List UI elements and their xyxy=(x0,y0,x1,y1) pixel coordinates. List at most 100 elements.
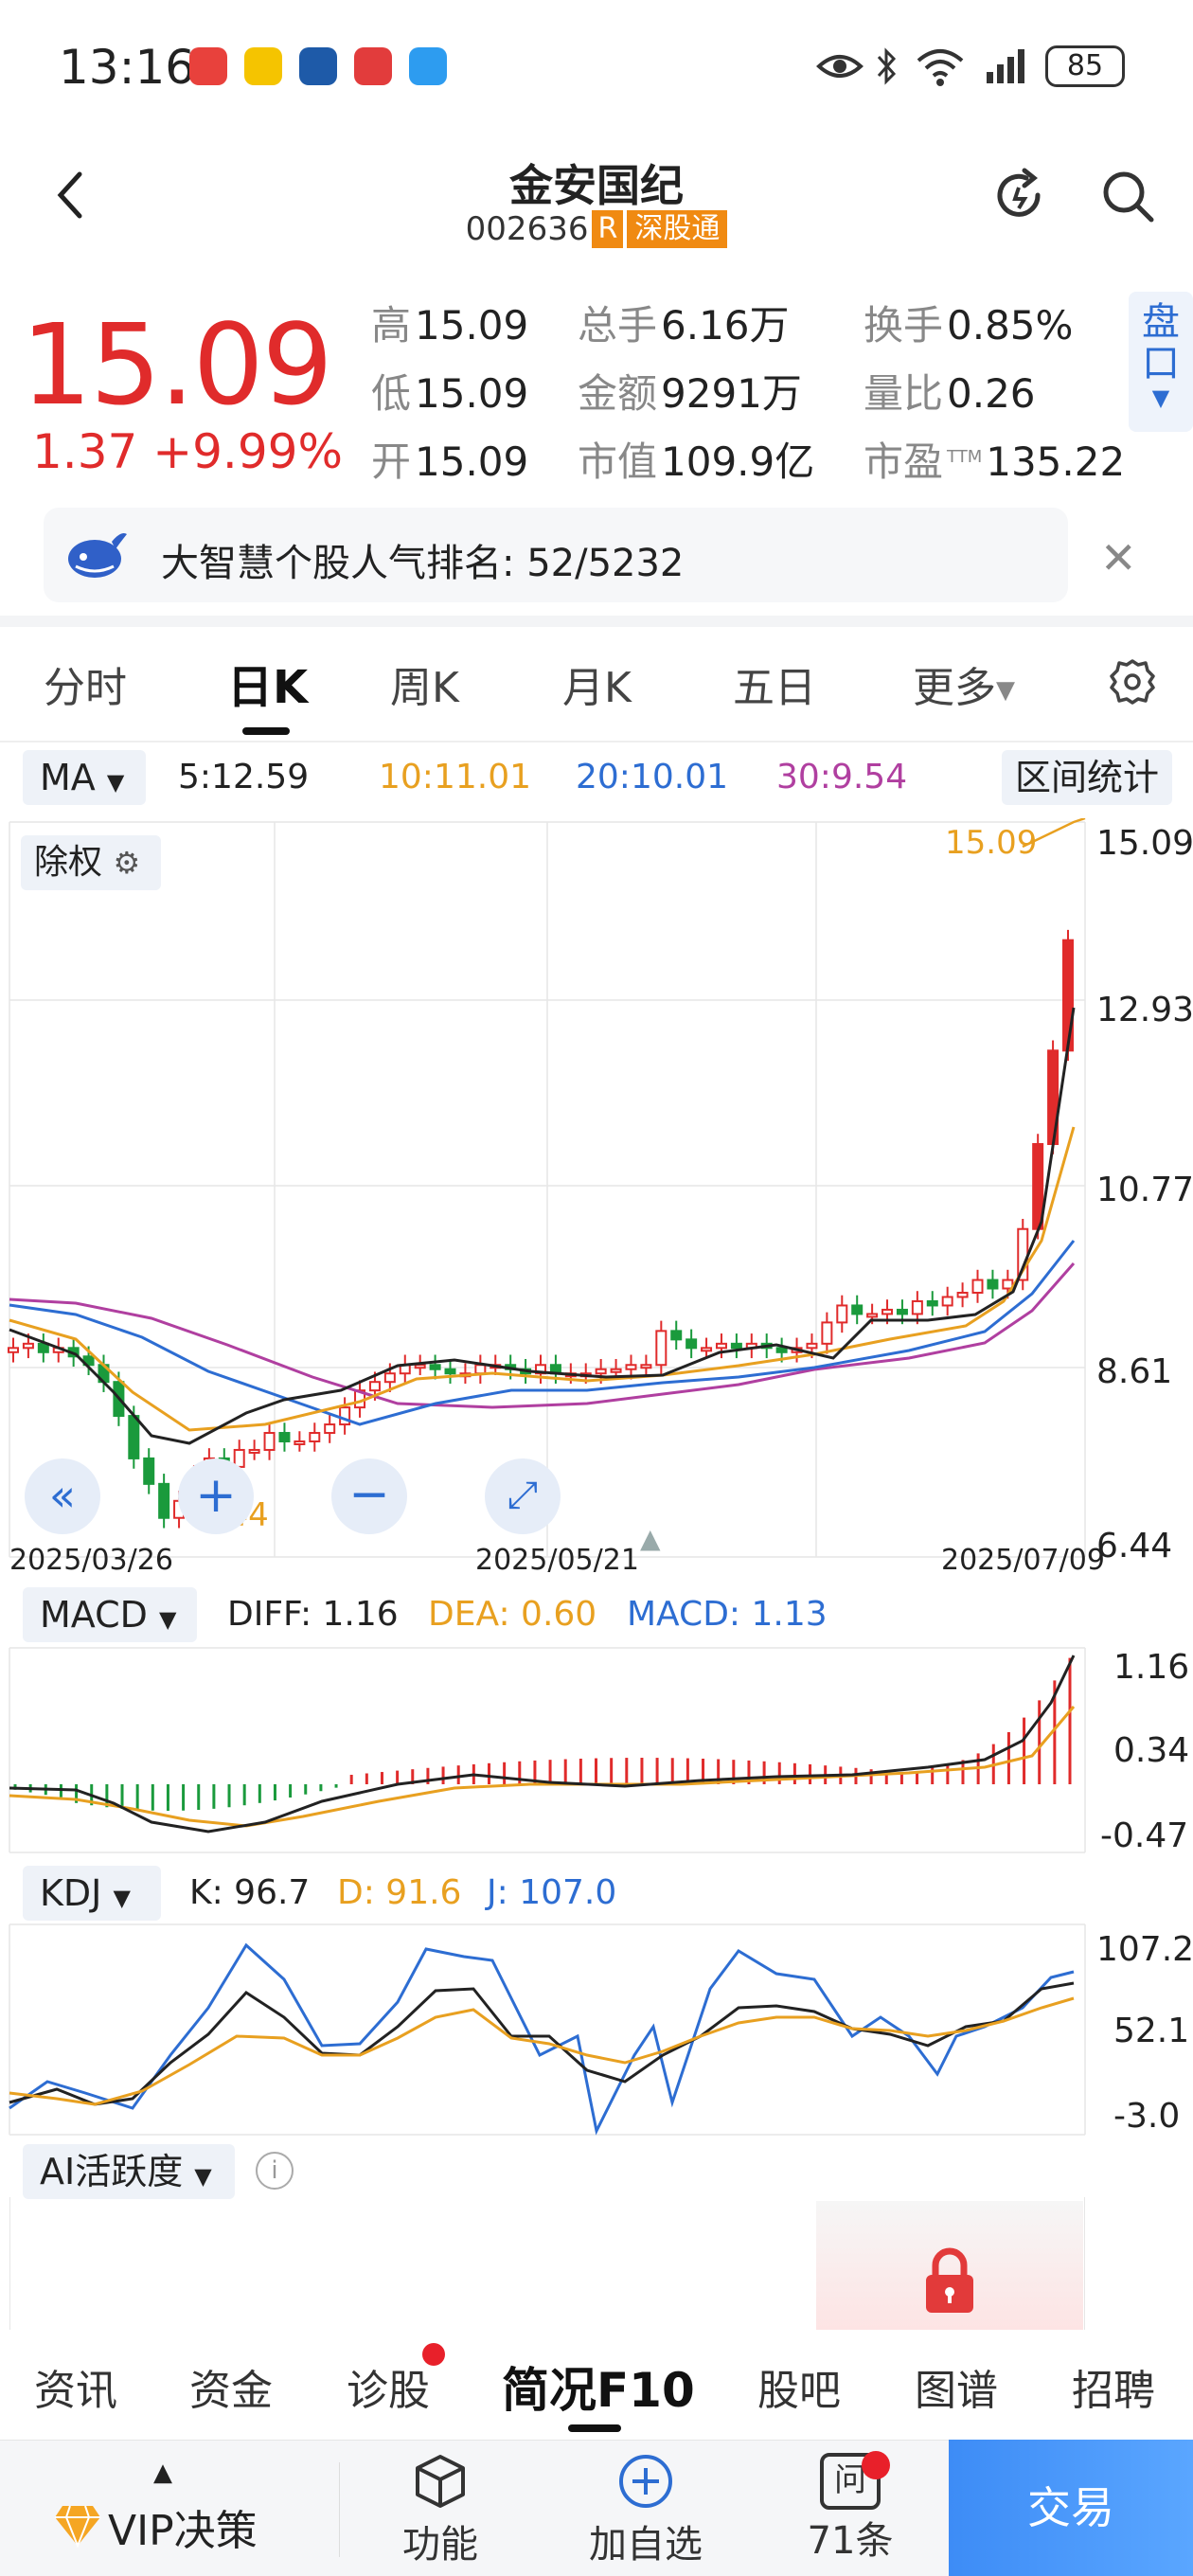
stock-code-row: 002636 R 深股通 xyxy=(0,210,1193,248)
mktcap-cell: 市值 109.9亿 xyxy=(578,430,814,488)
volume-value: 6.16万 xyxy=(661,302,790,349)
expand-icon: ⤢ xyxy=(507,1474,538,1517)
kdj-chart[interactable] xyxy=(0,1923,1193,2137)
tab-more[interactable]: 更多▼ xyxy=(913,653,1015,714)
macd-bar xyxy=(610,1758,614,1784)
signal-icon xyxy=(985,47,1032,85)
tab-graph[interactable]: 图谱 xyxy=(915,2367,998,2415)
ask-button[interactable]: 问 71条 xyxy=(784,2453,917,2565)
candle xyxy=(143,1457,155,1485)
stock-code: 002636 xyxy=(465,210,589,248)
close-icon[interactable]: ✕ xyxy=(1100,532,1137,583)
zoom-in-button[interactable]: + xyxy=(178,1458,254,1534)
tab-news[interactable]: 资讯 xyxy=(34,2367,117,2415)
refresh-icon[interactable] xyxy=(990,167,1049,225)
kline-chart[interactable] xyxy=(0,818,1193,1576)
ma-selector-label: MA xyxy=(40,757,96,798)
volratio-cell: 量比 0.26 xyxy=(864,362,1036,420)
amount-value: 9291万 xyxy=(661,370,802,417)
tab-intraday[interactable]: 分时 xyxy=(44,664,127,712)
ma20-value: 20:10.01 xyxy=(576,758,728,796)
macd-histogram xyxy=(13,1657,1072,1811)
macd-y-label: 1.16 xyxy=(1113,1648,1190,1687)
low-label: 低 xyxy=(371,370,412,417)
add-watchlist-button[interactable]: 加自选 xyxy=(579,2453,712,2568)
tab-daily-k[interactable]: 日K xyxy=(227,661,309,714)
macd-bar xyxy=(777,1762,781,1784)
tab-f10[interactable]: 简况F10 xyxy=(502,2363,695,2418)
popularity-banner[interactable]: 大智慧个股人气排名: 52/5232 xyxy=(44,508,1068,602)
dea-line xyxy=(9,1706,1076,1828)
candle xyxy=(956,1291,969,1298)
candle xyxy=(414,1364,426,1369)
fq-toggle[interactable]: 除权 ⚙ xyxy=(21,835,161,890)
candle xyxy=(655,1330,668,1367)
candle xyxy=(836,1304,848,1324)
candle xyxy=(866,1313,879,1318)
macd-bar xyxy=(75,1784,79,1803)
gear-icon[interactable] xyxy=(1108,657,1157,707)
candle xyxy=(715,1342,727,1350)
candle xyxy=(1062,939,1074,1052)
candle xyxy=(383,1372,396,1384)
pankou-button[interactable]: 盘口 ▼ xyxy=(1129,292,1193,432)
back-icon[interactable] xyxy=(53,167,87,224)
macd-chart[interactable] xyxy=(0,1646,1193,1854)
macd-bar xyxy=(625,1758,629,1784)
tab-five-day[interactable]: 五日 xyxy=(733,664,816,712)
ma-selector[interactable]: MA ▼ xyxy=(23,750,146,805)
candle xyxy=(248,1448,260,1454)
macd-bar xyxy=(151,1784,154,1811)
divider xyxy=(339,2462,340,2557)
open-cell: 开 15.09 xyxy=(371,430,528,488)
macd-bar xyxy=(166,1784,169,1811)
macd-bar xyxy=(135,1784,139,1811)
candle xyxy=(987,1279,999,1290)
locked-panel[interactable] xyxy=(816,2201,1083,2330)
y-tick-label: 15.09 xyxy=(1096,824,1193,863)
kdj-y-label: 52.1 xyxy=(1113,2012,1190,2050)
macd-bar xyxy=(717,1759,721,1784)
open-value: 15.09 xyxy=(415,438,529,485)
pe-cell: 市盈 TTM 135.22 xyxy=(864,430,1125,488)
kdj-selector[interactable]: KDJ ▼ xyxy=(23,1866,161,1921)
macd-bar xyxy=(916,1773,919,1784)
ai-activity-selector[interactable]: AI活跃度 ▼ xyxy=(23,2144,235,2199)
tab-forum[interactable]: 股吧 xyxy=(757,2367,841,2415)
macd-bar xyxy=(732,1760,736,1784)
max-price-pointer xyxy=(1022,818,1086,849)
function-button[interactable]: 功能 xyxy=(379,2453,502,2568)
macd-bar xyxy=(334,1784,338,1788)
candle xyxy=(610,1368,622,1373)
kdj-d: D: 91.6 xyxy=(337,1873,462,1912)
tab-weekly-k[interactable]: 周K xyxy=(390,664,459,712)
minus-icon: − xyxy=(348,1466,390,1523)
market-badge: 深股通 xyxy=(627,210,728,248)
candle xyxy=(896,1308,908,1315)
macd-bar xyxy=(487,1762,490,1784)
trade-button[interactable]: 交易 xyxy=(949,2440,1193,2576)
wifi-icon xyxy=(915,45,966,87)
candle xyxy=(926,1299,938,1307)
macd-selector[interactable]: MACD ▼ xyxy=(23,1587,197,1642)
macd-bar xyxy=(105,1784,109,1808)
d-line xyxy=(9,1996,1075,2106)
vip-button[interactable]: VIP决策 xyxy=(53,2496,258,2557)
range-stat-button[interactable]: 区间统计 xyxy=(1002,750,1172,805)
news-app-icon xyxy=(299,47,337,85)
tab-funds[interactable]: 资金 xyxy=(189,2367,273,2415)
info-icon[interactable]: i xyxy=(256,2152,294,2190)
tab-monthly-k[interactable]: 月K xyxy=(562,664,632,712)
macd-bar xyxy=(1038,1700,1042,1784)
tab-jobs[interactable]: 招聘 xyxy=(1072,2367,1155,2415)
huawei-app-icon xyxy=(189,47,227,85)
ma30-line xyxy=(9,1262,1076,1409)
tab-diagnosis[interactable]: 诊股 xyxy=(347,2367,430,2415)
macd-dea: DEA: 0.60 xyxy=(428,1595,597,1634)
fullscreen-button[interactable]: ⤢ xyxy=(485,1458,561,1534)
scroll-left-button[interactable]: « xyxy=(25,1458,100,1534)
divider xyxy=(0,616,1193,627)
zoom-out-button[interactable]: − xyxy=(331,1458,407,1534)
x-tick-label: 2025/05/21 xyxy=(475,1544,639,1577)
search-icon[interactable] xyxy=(1100,169,1157,225)
